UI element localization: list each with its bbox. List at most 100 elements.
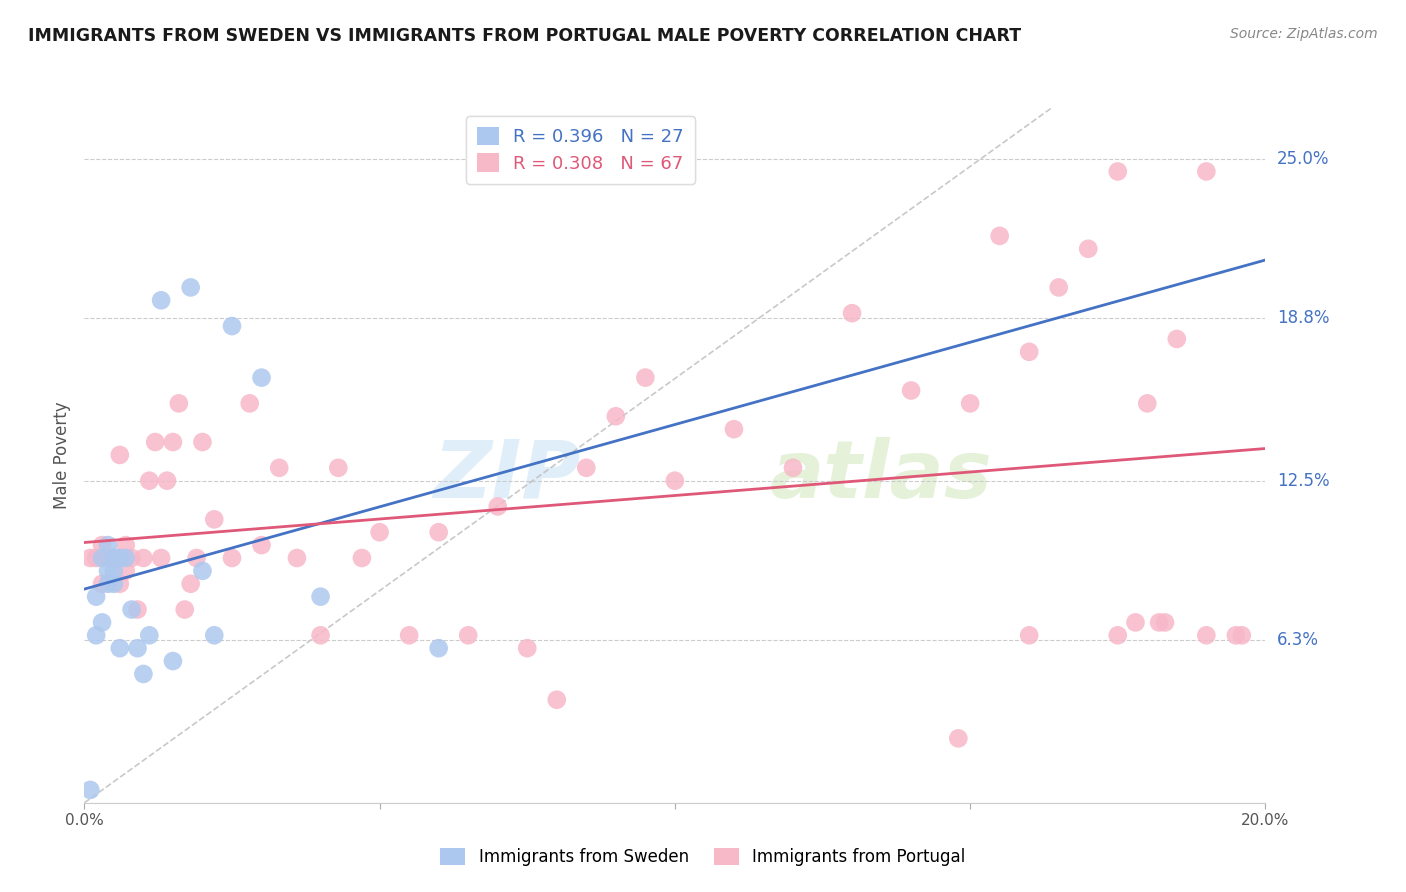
Point (127, 602, 149, 616)
Point (457, 628, 479, 642)
Point (162, 654, 184, 668)
Point (114, 564, 136, 578)
Point (285, 551, 308, 566)
Point (427, 525, 450, 540)
Point (1125, 615, 1147, 630)
Point (132, 667, 155, 681)
Point (516, 641, 538, 656)
Point (948, 731, 970, 746)
Point (127, 641, 149, 656)
Point (156, 474, 179, 488)
Point (1147, 615, 1170, 630)
Point (309, 628, 332, 642)
Point (634, 370, 657, 384)
Text: IMMIGRANTS FROM SWEDEN VS IMMIGRANTS FROM PORTUGAL MALE POVERTY CORRELATION CHAR: IMMIGRANTS FROM SWEDEN VS IMMIGRANTS FRO… (28, 27, 1021, 45)
Point (782, 460, 804, 475)
Point (900, 384, 922, 398)
Point (1154, 615, 1177, 630)
Point (91, 576, 114, 591)
Point (250, 538, 273, 552)
Text: 6.3%: 6.3% (1277, 632, 1319, 649)
Point (664, 474, 686, 488)
Point (1225, 628, 1247, 642)
Point (84, 551, 107, 566)
Point (221, 551, 243, 566)
Point (1230, 628, 1253, 642)
Point (121, 602, 143, 616)
Point (173, 602, 195, 616)
Point (103, 564, 125, 578)
Point (368, 525, 391, 540)
Point (575, 460, 598, 475)
Point (239, 396, 262, 410)
Point (1018, 628, 1040, 642)
Point (97, 551, 120, 566)
Point (84, 628, 107, 642)
Point (103, 576, 125, 591)
Y-axis label: Male Poverty: Male Poverty (53, 401, 72, 508)
Point (202, 628, 225, 642)
Point (191, 435, 214, 450)
Point (138, 628, 160, 642)
Point (605, 409, 627, 424)
Point (250, 370, 273, 384)
Point (91, 551, 114, 566)
Point (114, 538, 136, 552)
Point (1018, 344, 1040, 359)
Point (103, 551, 125, 566)
Legend: R = 0.396   N = 27, R = 0.308   N = 67: R = 0.396 N = 27, R = 0.308 N = 67 (467, 116, 695, 184)
Text: atlas: atlas (769, 437, 993, 515)
Point (114, 551, 136, 566)
Point (108, 641, 131, 656)
Point (121, 551, 143, 566)
Point (97, 551, 120, 566)
Point (723, 422, 745, 436)
Point (180, 280, 202, 294)
Point (108, 576, 131, 591)
Point (1047, 280, 1070, 294)
Point (221, 319, 243, 334)
Point (108, 448, 131, 462)
Point (1107, 164, 1129, 178)
Point (486, 500, 509, 514)
Point (1136, 396, 1159, 410)
Text: ZIP: ZIP (433, 437, 581, 515)
Point (988, 228, 1011, 243)
Point (91, 538, 114, 552)
Point (132, 551, 155, 566)
Point (150, 293, 173, 308)
Point (328, 460, 350, 475)
Point (350, 551, 373, 566)
Point (180, 576, 202, 591)
Point (546, 692, 568, 706)
Point (167, 396, 190, 410)
Text: 18.8%: 18.8% (1277, 310, 1330, 327)
Point (162, 435, 184, 450)
Point (191, 564, 214, 578)
Point (150, 551, 173, 566)
Point (959, 396, 981, 410)
Point (103, 551, 125, 566)
Text: 25.0%: 25.0% (1277, 150, 1330, 168)
Text: 12.5%: 12.5% (1277, 472, 1330, 490)
Point (97, 538, 120, 552)
Point (108, 551, 131, 566)
Point (1195, 628, 1218, 642)
Point (103, 551, 125, 566)
Point (427, 641, 450, 656)
Point (1077, 242, 1099, 256)
Point (79, 551, 101, 566)
Point (269, 460, 291, 475)
Point (309, 590, 332, 604)
Point (1195, 164, 1218, 178)
Point (138, 474, 160, 488)
Point (143, 435, 166, 450)
Point (1166, 332, 1188, 346)
Legend: Immigrants from Sweden, Immigrants from Portugal: Immigrants from Sweden, Immigrants from … (432, 840, 974, 875)
Point (202, 512, 225, 526)
Point (398, 628, 420, 642)
Point (84, 590, 107, 604)
Text: Source: ZipAtlas.com: Source: ZipAtlas.com (1230, 27, 1378, 41)
Point (1107, 628, 1129, 642)
Point (841, 306, 863, 320)
